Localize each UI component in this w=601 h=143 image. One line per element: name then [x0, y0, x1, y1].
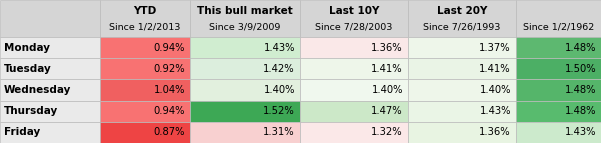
Text: 1.40%: 1.40%: [480, 85, 511, 95]
Bar: [190, 37, 300, 58]
Bar: [300, 58, 408, 79]
Text: 1.40%: 1.40%: [371, 85, 403, 95]
Text: 1.04%: 1.04%: [153, 85, 185, 95]
Text: Wednesday: Wednesday: [4, 85, 72, 95]
Text: Since 7/28/2003: Since 7/28/2003: [316, 22, 392, 31]
Text: Since 1/2/1962: Since 1/2/1962: [523, 22, 594, 31]
Text: 1.36%: 1.36%: [371, 43, 403, 53]
Bar: [408, 101, 516, 122]
Bar: [0, 122, 100, 143]
Text: 1.43%: 1.43%: [564, 127, 596, 137]
Bar: [100, 0, 190, 37]
Bar: [300, 0, 408, 37]
Text: 1.50%: 1.50%: [564, 64, 596, 74]
Bar: [516, 79, 601, 101]
Bar: [0, 101, 100, 122]
Bar: [190, 101, 300, 122]
Bar: [300, 122, 408, 143]
Bar: [0, 0, 100, 37]
Bar: [100, 101, 190, 122]
Text: 1.48%: 1.48%: [564, 106, 596, 116]
Text: 1.43%: 1.43%: [480, 106, 511, 116]
Bar: [100, 79, 190, 101]
Text: YTD: YTD: [133, 6, 157, 16]
Bar: [300, 37, 408, 58]
Text: Friday: Friday: [4, 127, 40, 137]
Bar: [300, 79, 408, 101]
Bar: [190, 122, 300, 143]
Bar: [0, 58, 100, 79]
Text: 1.42%: 1.42%: [263, 64, 295, 74]
Bar: [100, 37, 190, 58]
Text: 1.31%: 1.31%: [263, 127, 295, 137]
Bar: [516, 58, 601, 79]
Text: 1.43%: 1.43%: [263, 43, 295, 53]
Text: Since 7/26/1993: Since 7/26/1993: [423, 22, 501, 31]
Text: Since 1/2/2013: Since 1/2/2013: [109, 22, 181, 31]
Text: This bull market: This bull market: [197, 6, 293, 16]
Text: 1.41%: 1.41%: [371, 64, 403, 74]
Bar: [408, 122, 516, 143]
Text: 1.32%: 1.32%: [371, 127, 403, 137]
Bar: [100, 58, 190, 79]
Bar: [516, 101, 601, 122]
Text: 1.41%: 1.41%: [480, 64, 511, 74]
Bar: [0, 37, 100, 58]
Text: 0.94%: 0.94%: [153, 106, 185, 116]
Text: Since 3/9/2009: Since 3/9/2009: [209, 22, 281, 31]
Text: 0.94%: 0.94%: [153, 43, 185, 53]
Text: 0.92%: 0.92%: [153, 64, 185, 74]
Bar: [516, 0, 601, 37]
Text: 1.52%: 1.52%: [263, 106, 295, 116]
Text: Monday: Monday: [4, 43, 50, 53]
Bar: [516, 122, 601, 143]
Text: 1.40%: 1.40%: [263, 85, 295, 95]
Bar: [516, 37, 601, 58]
Text: Tuesday: Tuesday: [4, 64, 52, 74]
Text: 1.48%: 1.48%: [564, 43, 596, 53]
Text: 1.47%: 1.47%: [371, 106, 403, 116]
Bar: [408, 0, 516, 37]
Text: Last 20Y: Last 20Y: [437, 6, 487, 16]
Bar: [300, 101, 408, 122]
Bar: [100, 122, 190, 143]
Text: 1.48%: 1.48%: [564, 85, 596, 95]
Text: 0.87%: 0.87%: [153, 127, 185, 137]
Bar: [190, 0, 300, 37]
Text: 1.36%: 1.36%: [480, 127, 511, 137]
Bar: [0, 79, 100, 101]
Text: Thursday: Thursday: [4, 106, 58, 116]
Bar: [408, 58, 516, 79]
Bar: [190, 79, 300, 101]
Text: 1.37%: 1.37%: [480, 43, 511, 53]
Bar: [190, 58, 300, 79]
Text: Last 10Y: Last 10Y: [329, 6, 379, 16]
Bar: [408, 79, 516, 101]
Bar: [408, 37, 516, 58]
